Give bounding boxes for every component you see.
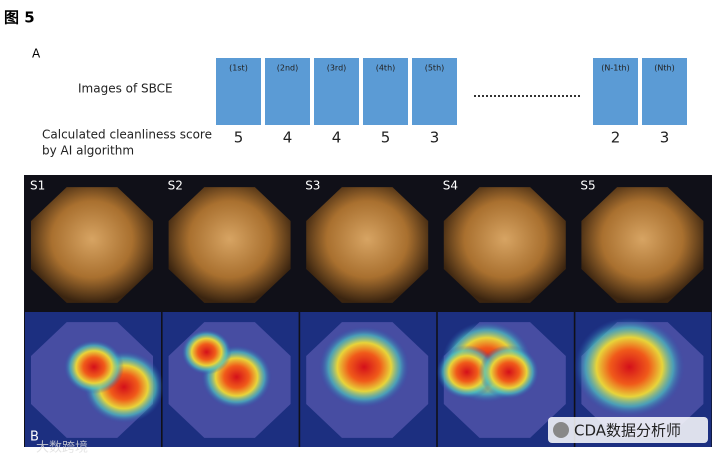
- image-label: S2: [168, 179, 183, 193]
- frame-label: (1st): [229, 64, 248, 73]
- heatmap-region: [319, 326, 410, 408]
- panel-label: B: [30, 430, 39, 445]
- endoscopy-image: [168, 187, 291, 303]
- frame-box: [265, 58, 310, 125]
- row-label: by AI algorithm: [42, 144, 134, 158]
- frames: (1st) 5 (2nd) 4 (3rd) 4 (4th) 5 (5th) 3 (N-1th) 2 (N…: [216, 58, 687, 147]
- frame-label: (Nth): [654, 64, 674, 73]
- watermark: 大数跨境: [36, 441, 88, 456]
- frame-label: (3rd): [327, 64, 347, 73]
- frame-label: (2nd): [277, 64, 298, 73]
- row-label: Images of SBCE: [78, 82, 173, 96]
- score: 5: [234, 129, 244, 147]
- frame-box: [314, 58, 359, 125]
- frame-label: (4th): [376, 64, 396, 73]
- endoscopy-image: [306, 187, 429, 303]
- frame-box: [363, 58, 408, 125]
- images: S1 S2 S3 S4 S5: [25, 179, 712, 447]
- panel-label: A: [32, 47, 41, 61]
- image-label: S1: [30, 179, 45, 193]
- endoscopy-image: [443, 187, 566, 303]
- frame-label: (5th): [425, 64, 445, 73]
- score: 3: [430, 129, 440, 147]
- heatmap-region: [574, 317, 685, 417]
- score: 3: [660, 129, 670, 147]
- endoscopy-image: [581, 187, 704, 303]
- frame-box: [642, 58, 687, 125]
- image-label: S5: [580, 179, 595, 193]
- score: 5: [381, 129, 391, 147]
- heatmap-region: [181, 329, 232, 375]
- score: 2: [611, 129, 621, 147]
- heatmap-region: [64, 340, 124, 394]
- image-label: S3: [305, 179, 320, 193]
- watermark-badge: [548, 417, 708, 443]
- frame-box: [412, 58, 457, 125]
- heatmap-region: [436, 345, 497, 399]
- heatmap-region: [478, 345, 539, 399]
- watermark-icon: [553, 422, 569, 438]
- frame-box: [593, 58, 638, 125]
- score: 4: [332, 129, 342, 147]
- row-label: Calculated cleanliness score: [42, 128, 212, 142]
- score: 4: [283, 129, 293, 147]
- image-label: S4: [443, 179, 458, 193]
- figure-title: 图 5: [4, 9, 35, 27]
- watermark: CDA数据分析师: [574, 422, 681, 440]
- frame-box: [216, 58, 261, 125]
- frame-label: (N-1th): [601, 64, 629, 73]
- endoscopy-image: [31, 187, 153, 303]
